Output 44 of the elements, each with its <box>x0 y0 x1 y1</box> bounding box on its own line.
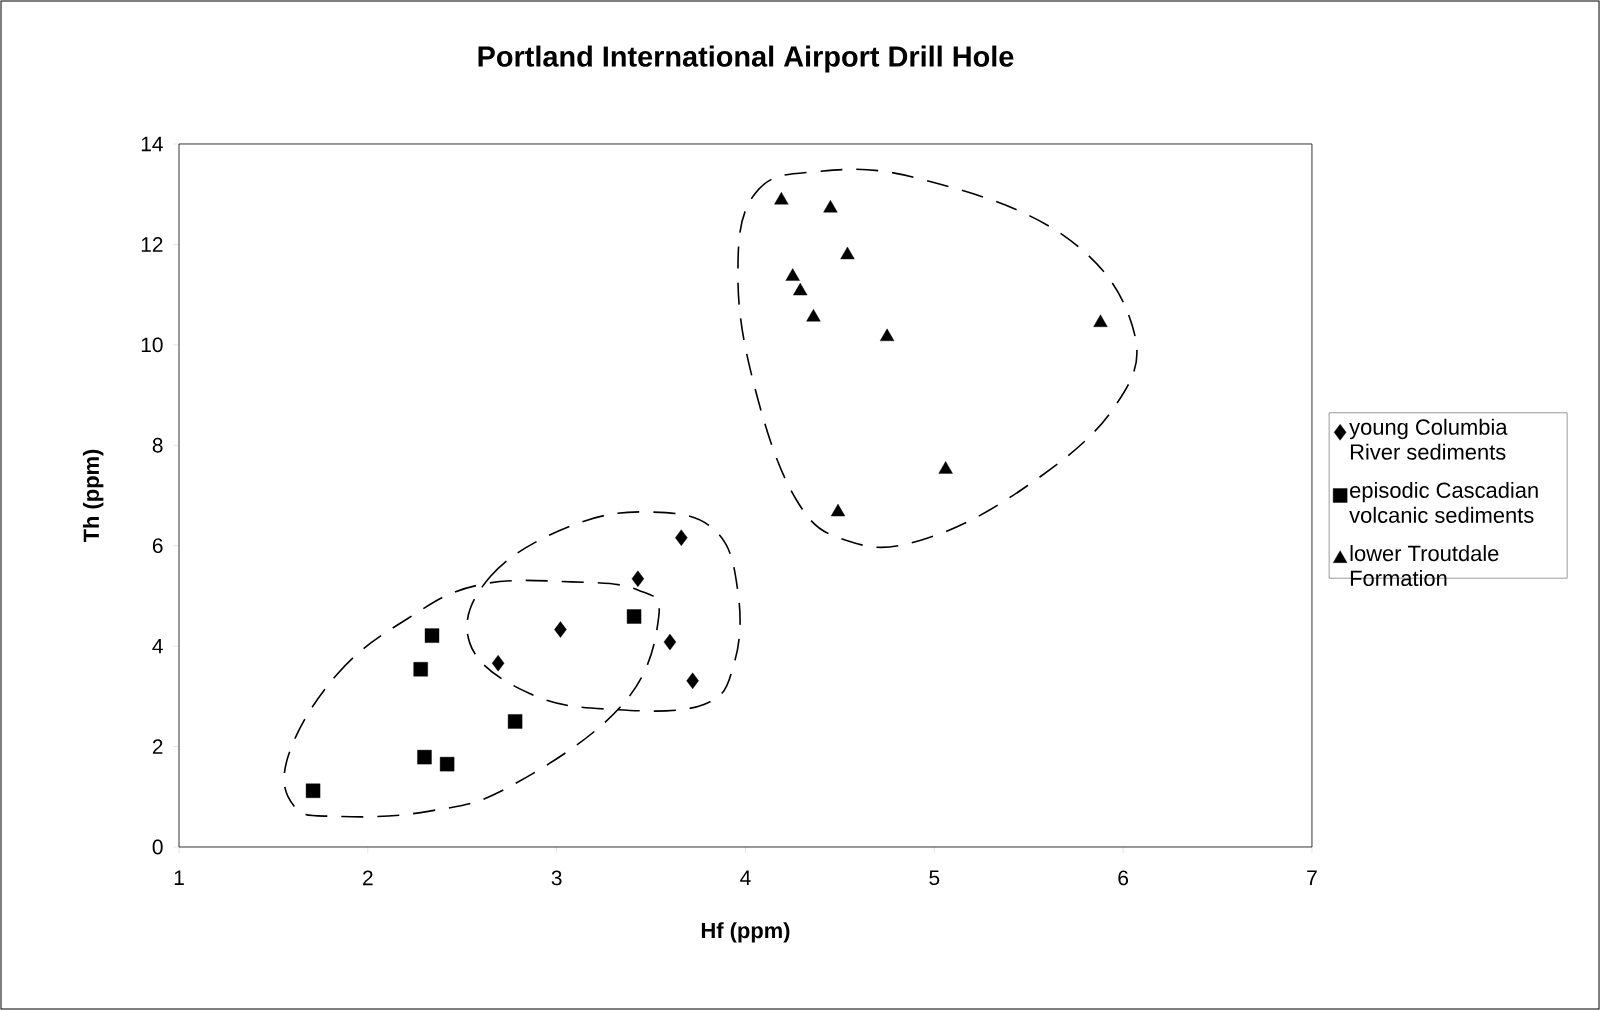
y-tick-label: 6 <box>152 538 163 554</box>
point <box>631 570 645 588</box>
x-tick-label: 5 <box>929 870 940 886</box>
y-tick-label: 12 <box>141 237 163 252</box>
point <box>774 192 789 205</box>
y-tick-label: 14 <box>141 136 163 152</box>
y-axis-title: Th (ppm) <box>82 449 104 543</box>
point <box>507 714 523 729</box>
legend-label: lower Troutdale Formation <box>1350 545 1499 587</box>
point <box>491 655 505 672</box>
x-tick-label: 2 <box>363 870 373 886</box>
x-tick-label: 3 <box>551 870 562 886</box>
y-tick-label: 2 <box>152 739 163 754</box>
point <box>626 609 642 624</box>
point <box>554 621 567 638</box>
y-tick-label: 10 <box>141 337 163 353</box>
y-tick-label: 4 <box>152 638 163 654</box>
point <box>785 268 800 281</box>
point <box>806 309 821 322</box>
legend-label: episodic Cascadian volcanic sediments <box>1349 481 1538 523</box>
y-tick-label: 0 <box>152 839 163 855</box>
x-tick-label: 4 <box>740 870 751 885</box>
point <box>305 783 321 798</box>
point <box>793 282 808 296</box>
point <box>938 461 953 474</box>
x-tick-label: 1 <box>174 870 184 885</box>
point <box>686 672 699 689</box>
x-tick-label: 6 <box>1118 870 1129 886</box>
point <box>840 246 855 260</box>
chart-title: Portland International Airport Drill Hole <box>478 45 1014 73</box>
point <box>675 529 688 546</box>
point <box>879 328 895 342</box>
point <box>823 200 838 213</box>
point <box>439 756 455 772</box>
y-tick-label: 8 <box>152 437 163 453</box>
legend-label: young Columbia River sediments <box>1349 418 1508 460</box>
point <box>1093 314 1108 327</box>
x-axis-title: Hf (ppm) <box>701 922 790 943</box>
point <box>413 662 428 677</box>
point <box>830 503 846 517</box>
point <box>663 633 677 651</box>
point <box>424 628 440 643</box>
x-tick-label: 7 <box>1307 870 1317 885</box>
point <box>417 749 432 765</box>
